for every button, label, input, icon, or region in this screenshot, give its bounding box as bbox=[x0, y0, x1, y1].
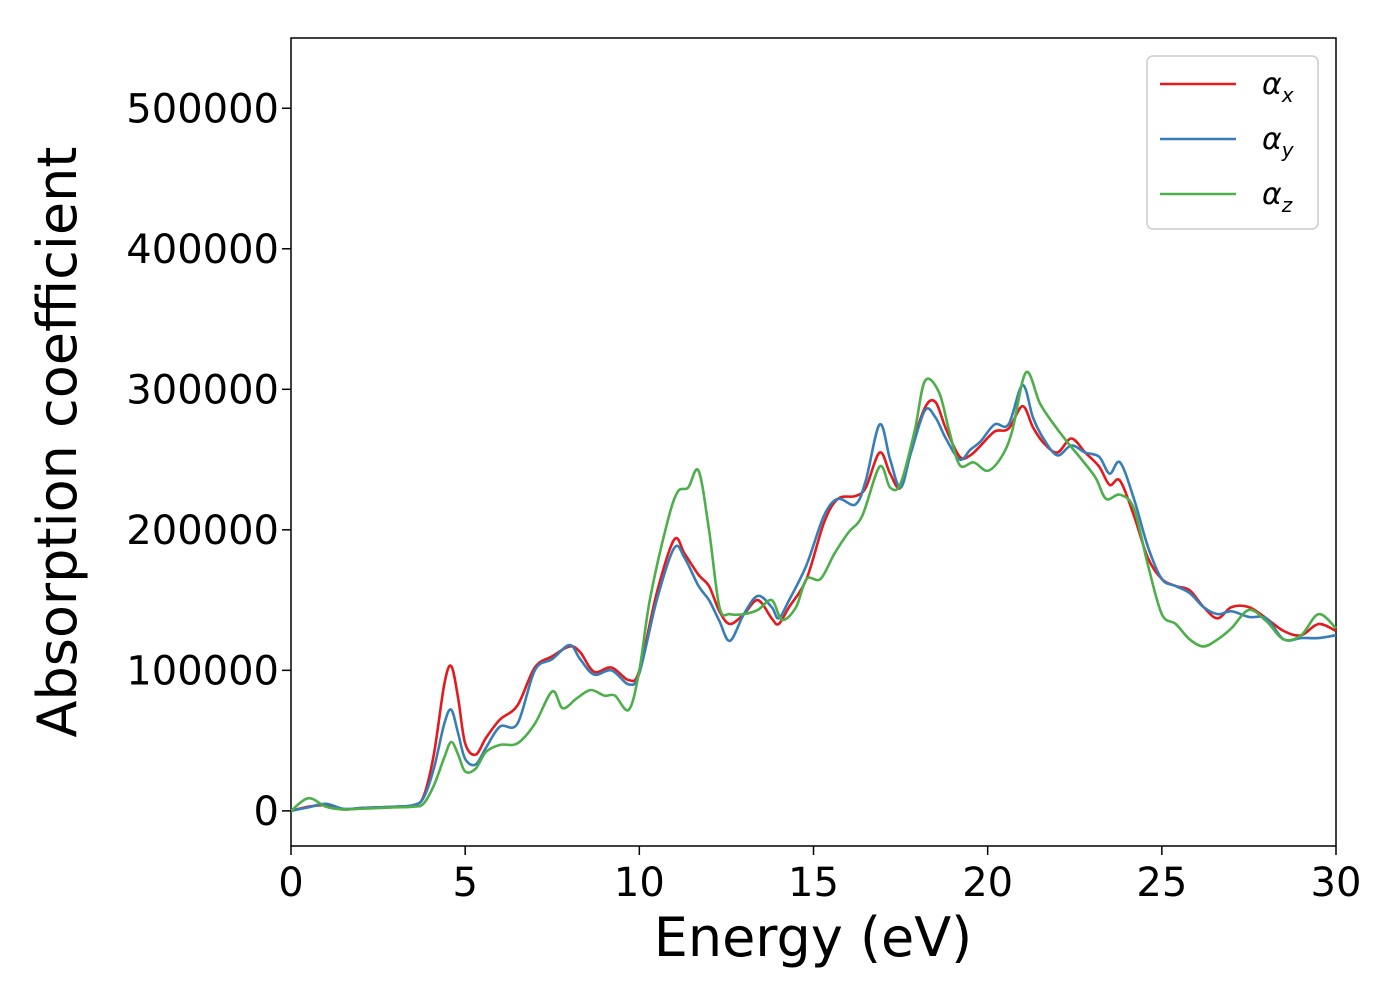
x-tick-label: 5 bbox=[452, 860, 477, 906]
y-tick-label: 500000 bbox=[126, 86, 279, 132]
x-axis-title: Energy (eV) bbox=[654, 906, 973, 969]
y-axis-title: Absorption coefficient bbox=[26, 147, 89, 738]
y-tick-label: 0 bbox=[254, 789, 279, 835]
x-tick-label: 25 bbox=[1136, 860, 1187, 906]
y-tick-label: 200000 bbox=[126, 508, 279, 554]
x-tick-label: 20 bbox=[962, 860, 1013, 906]
series-line-alpha-z bbox=[290, 370, 1337, 812]
legend-label-alpha-z: αz bbox=[1262, 177, 1293, 217]
y-tick-label: 300000 bbox=[126, 367, 279, 413]
x-tick-label: 15 bbox=[788, 860, 839, 906]
legend-label-alpha-x: αx bbox=[1262, 67, 1294, 107]
y-tick-label: 100000 bbox=[126, 648, 279, 694]
x-tick-label: 0 bbox=[278, 860, 303, 906]
legend-box bbox=[1146, 55, 1319, 230]
series-line-alpha-y bbox=[290, 383, 1337, 813]
legend-label-alpha-y: αy bbox=[1262, 122, 1295, 162]
series-line-alpha-x bbox=[290, 398, 1337, 813]
y-tick-label: 400000 bbox=[126, 227, 279, 273]
legend: αx αy αz bbox=[1146, 55, 1319, 230]
x-tick-label: 30 bbox=[1311, 860, 1362, 906]
x-tick-label: 10 bbox=[614, 860, 665, 906]
